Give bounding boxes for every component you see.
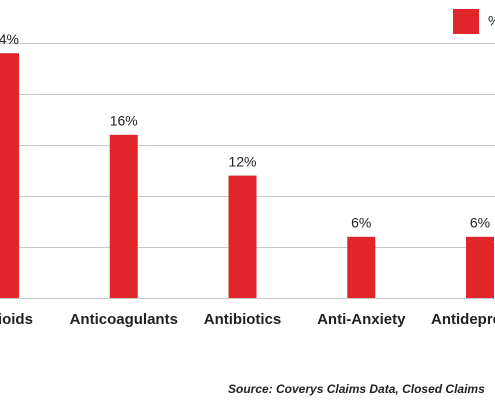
bar — [0, 53, 19, 299]
x-tick-label: Anticoagulants — [70, 311, 178, 328]
value-label: 12% — [228, 153, 256, 169]
source-note: Source: Coverys Claims Data, Closed Clai… — [228, 382, 485, 396]
value-label: 6% — [351, 215, 371, 231]
value-label: 6% — [470, 215, 490, 231]
x-tick-label: Opioids — [0, 311, 33, 328]
x-tick-label: Antidepre — [431, 311, 495, 328]
bar — [466, 236, 494, 298]
bar — [109, 134, 138, 298]
legend-swatch — [453, 9, 479, 34]
bar — [347, 236, 376, 298]
bar — [228, 175, 257, 298]
x-tick-label: Antibiotics — [204, 311, 282, 328]
x-tick-label: Anti-Anxiety — [317, 311, 406, 328]
value-label: 16% — [110, 113, 138, 129]
legend-label: % — [488, 13, 495, 29]
value-label: 24% — [0, 31, 19, 47]
